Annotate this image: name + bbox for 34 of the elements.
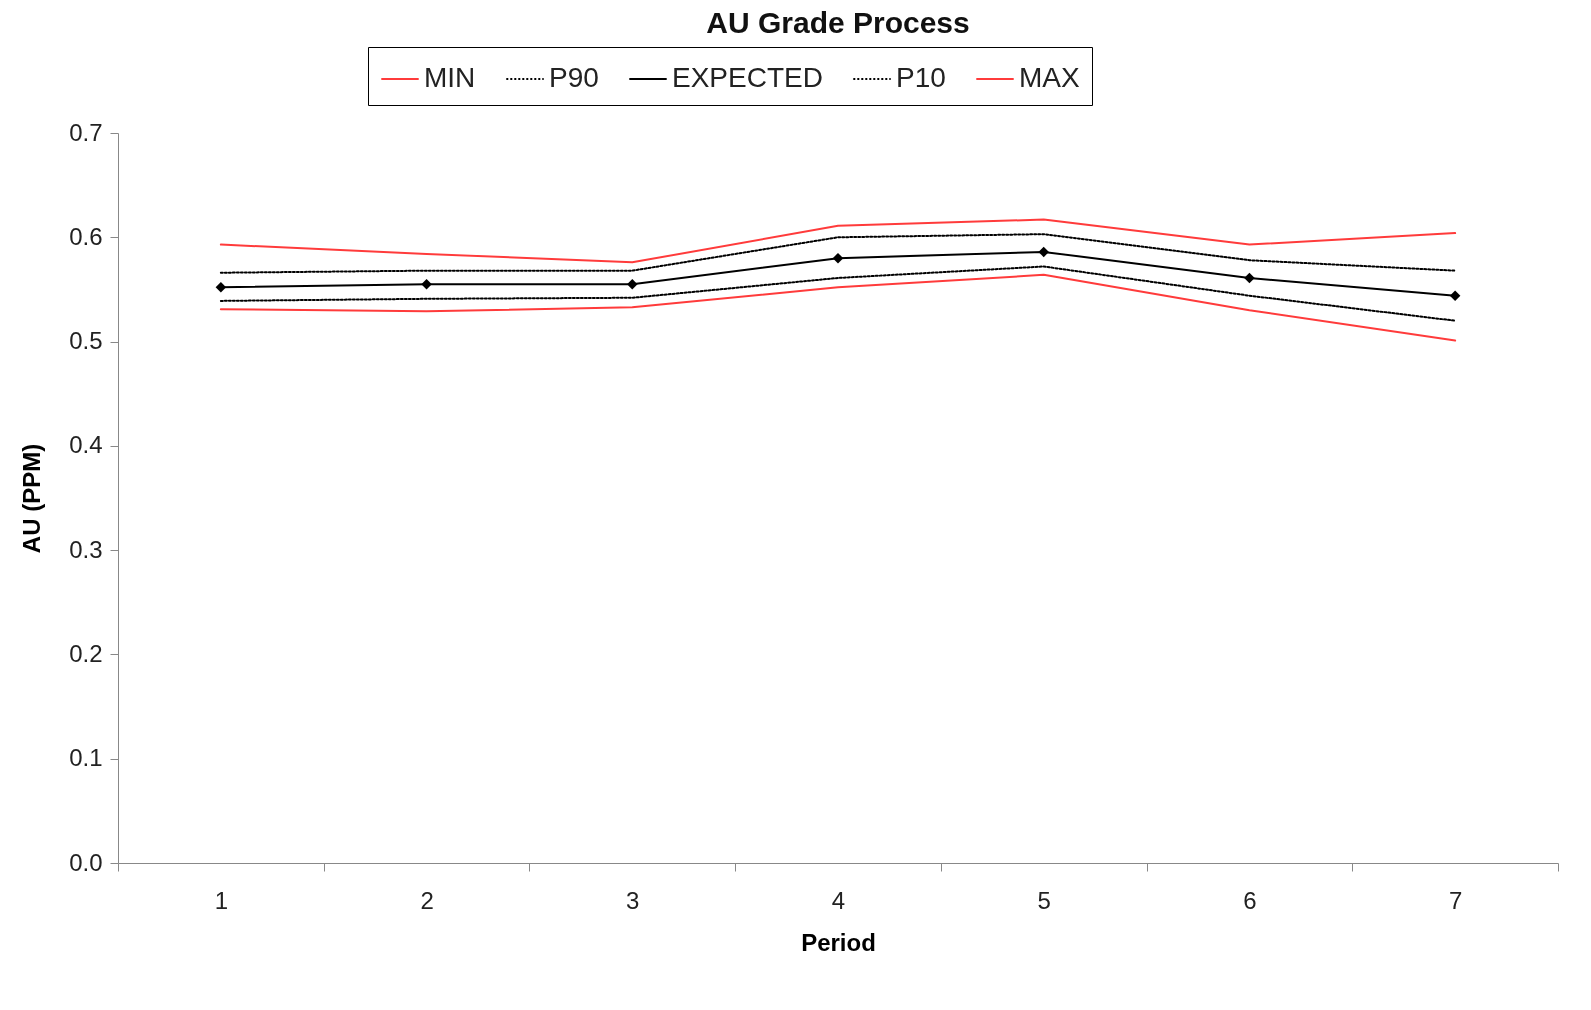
x-axis-title: Period bbox=[801, 928, 876, 956]
y-tick-label: 0.3 bbox=[69, 535, 103, 563]
y-tick-label: 0.6 bbox=[69, 222, 103, 250]
chart-title: AU Grade Process bbox=[706, 5, 970, 39]
line-series bbox=[219, 273, 1457, 342]
x-tick-label: 2 bbox=[420, 886, 434, 914]
y-tick-label: 0.2 bbox=[69, 639, 103, 667]
point bbox=[1244, 272, 1255, 284]
point bbox=[1038, 246, 1049, 258]
x-tick-label: 7 bbox=[1448, 886, 1463, 914]
x-tick-label: 1 bbox=[214, 886, 229, 914]
line-series bbox=[219, 233, 1457, 274]
y-tick-label: 0.5 bbox=[69, 327, 103, 355]
y-tick-label: 0.0 bbox=[69, 848, 103, 876]
legend-label: P90 bbox=[549, 62, 599, 93]
line-series bbox=[219, 218, 1457, 264]
point bbox=[215, 282, 227, 293]
legend-label: P10 bbox=[896, 62, 946, 93]
y-tick-label: 0.7 bbox=[69, 118, 103, 146]
x-tick-label: 6 bbox=[1243, 886, 1257, 914]
point bbox=[832, 252, 844, 264]
legend-label: EXPECTED bbox=[672, 62, 823, 93]
x-tick-label: 3 bbox=[626, 886, 640, 914]
x-tick-label: 5 bbox=[1037, 886, 1051, 914]
x-tick-label: 4 bbox=[831, 886, 846, 914]
point bbox=[1449, 290, 1461, 301]
legend-label: MAX bbox=[1019, 62, 1080, 93]
line-series bbox=[219, 265, 1457, 322]
y-tick-label: 0.4 bbox=[69, 431, 103, 459]
point bbox=[627, 278, 638, 290]
y-tick-label: 0.1 bbox=[69, 744, 103, 772]
legend-label: MIN bbox=[424, 62, 476, 93]
point bbox=[421, 278, 432, 290]
y-axis-title: AU (PPM) bbox=[18, 443, 46, 554]
